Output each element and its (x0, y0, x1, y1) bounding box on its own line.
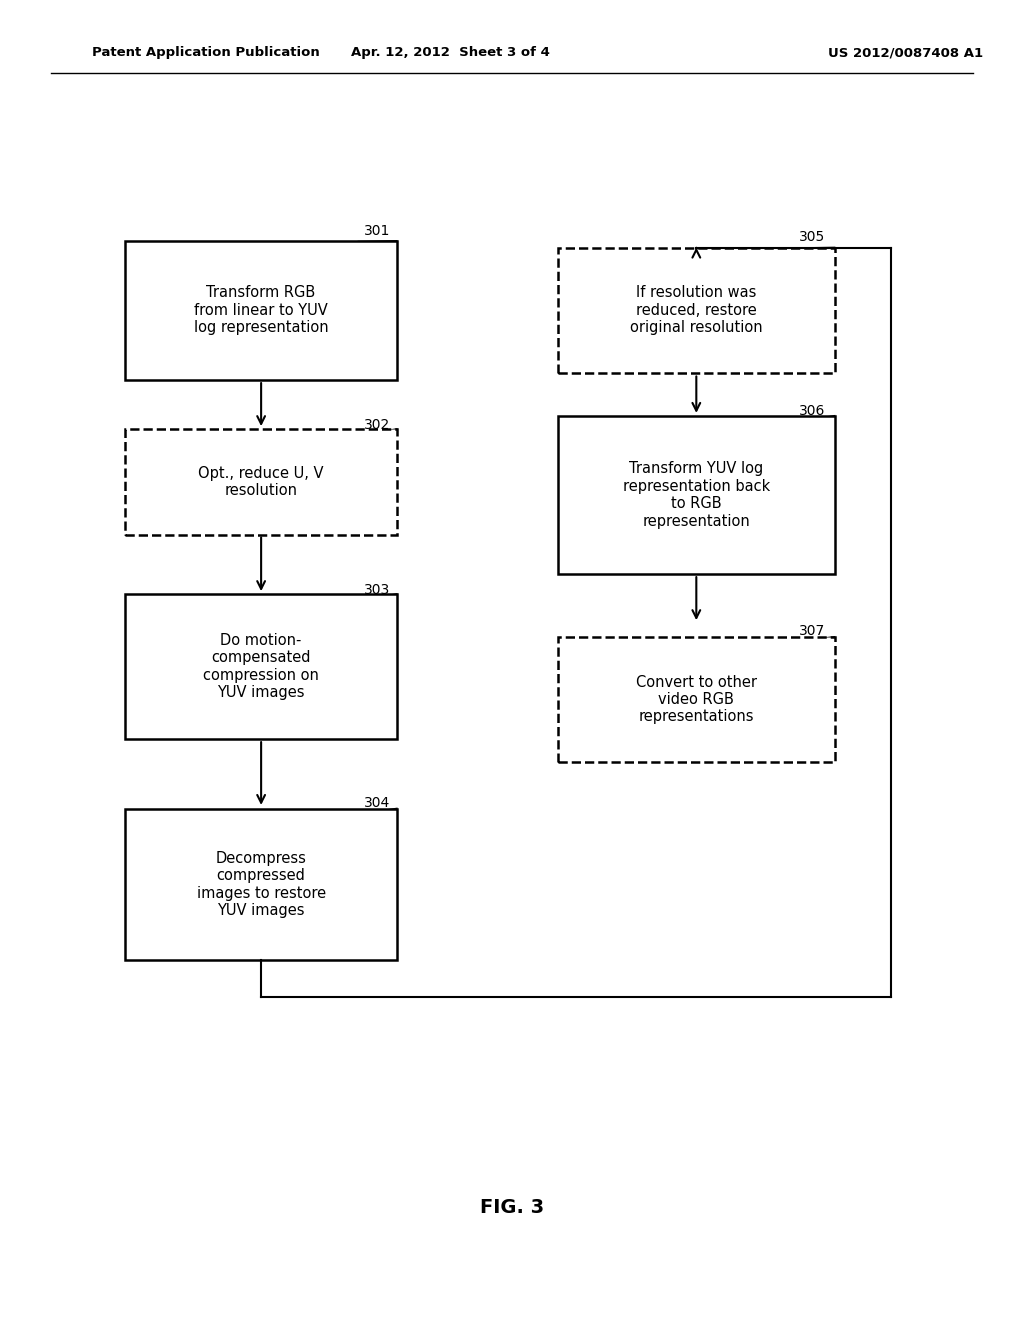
Bar (125, 429, 397, 535)
Text: 307: 307 (799, 623, 825, 638)
Text: 303: 303 (364, 582, 390, 597)
Bar (558, 638, 835, 763)
Text: Do motion-
compensated
compression on
YUV images: Do motion- compensated compression on YU… (203, 634, 319, 700)
Text: Apr. 12, 2012  Sheet 3 of 4: Apr. 12, 2012 Sheet 3 of 4 (351, 46, 550, 59)
Text: 304: 304 (364, 796, 390, 810)
Bar (125, 594, 397, 739)
Text: 306: 306 (799, 404, 825, 418)
Text: US 2012/0087408 A1: US 2012/0087408 A1 (828, 46, 983, 59)
Text: Patent Application Publication: Patent Application Publication (92, 46, 319, 59)
Text: Convert to other
video RGB
representations: Convert to other video RGB representatio… (636, 675, 757, 725)
Text: Decompress
compressed
images to restore
YUV images: Decompress compressed images to restore … (197, 851, 326, 917)
Text: 305: 305 (799, 230, 825, 244)
Text: 301: 301 (364, 223, 390, 238)
Bar (125, 242, 397, 380)
Text: Opt., reduce U, V
resolution: Opt., reduce U, V resolution (199, 466, 324, 498)
Bar (125, 808, 397, 961)
Text: 302: 302 (364, 417, 390, 432)
Text: Transform YUV log
representation back
to RGB
representation: Transform YUV log representation back to… (623, 462, 770, 528)
Bar (558, 416, 835, 574)
Text: FIG. 3: FIG. 3 (480, 1199, 544, 1217)
Bar (558, 248, 835, 372)
Text: Transform RGB
from linear to YUV
log representation: Transform RGB from linear to YUV log rep… (194, 285, 329, 335)
Text: If resolution was
reduced, restore
original resolution: If resolution was reduced, restore origi… (630, 285, 763, 335)
